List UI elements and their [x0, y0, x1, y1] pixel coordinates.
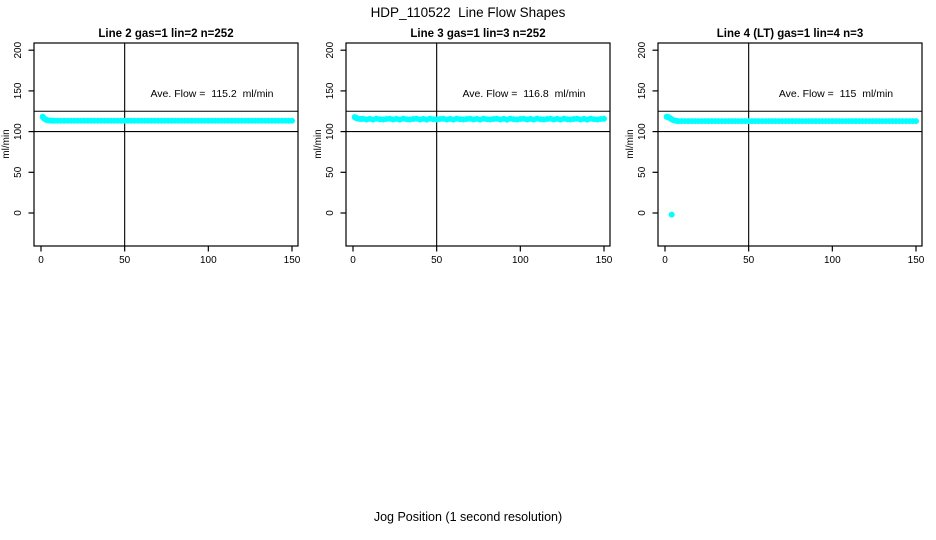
y-tick-label: 50	[325, 166, 336, 178]
data-point	[912, 118, 919, 125]
plot-area: 0 50 100 150 0 50 100 150 200	[325, 41, 613, 266]
x-tick-label: 100	[200, 255, 217, 266]
ave-flow-annotation: Ave. Flow = 115.2 ml/min	[150, 88, 273, 100]
y-axis-label: ml/min	[625, 129, 636, 158]
y-tick-label: 150	[637, 82, 648, 99]
subplot-line3: Line 3 gas=1 lin=3 n=252 ml/min Ave. Flo…	[312, 22, 624, 274]
x-tick-label: 150	[596, 255, 613, 266]
ave-flow-annotation: Ave. Flow = 115 ml/min	[779, 88, 893, 100]
y-tick-label: 0	[13, 210, 24, 216]
line3-flow-chart: Line 3 gas=1 lin=3 n=252 ml/min Ave. Flo…	[313, 28, 613, 266]
plot-area: 0 50 100 150 0 50 100 150 200	[637, 41, 925, 266]
x-tick-label: 50	[431, 255, 443, 266]
line2-flow-chart: Line 2 gas=1 lin=2 n=252 ml/min Ave. Flo…	[1, 28, 301, 266]
y-tick-label: 200	[325, 41, 336, 58]
y-tick-label: 0	[325, 210, 336, 216]
y-tick-label: 100	[637, 123, 648, 140]
y-tick-label: 100	[325, 123, 336, 140]
y-tick-label: 100	[13, 123, 24, 140]
x-tick-label: 100	[824, 255, 841, 266]
plot-box	[345, 42, 611, 247]
subplot-title: Line 3 gas=1 lin=3 n=252	[410, 28, 545, 40]
y-tick-label: 50	[13, 166, 24, 178]
y-axis-label: ml/min	[1, 129, 12, 158]
x-tick-label: 50	[743, 255, 755, 266]
x-tick-label: 0	[662, 255, 668, 266]
plot-box	[657, 42, 923, 247]
x-tick-label: 100	[512, 255, 529, 266]
subplot-line4: Line 4 (LT) gas=1 lin=4 n=3 ml/min Ave. …	[624, 22, 936, 274]
data-point	[288, 117, 295, 124]
x-tick-label: 0	[350, 255, 356, 266]
y-tick-label: 200	[637, 41, 648, 58]
y-axis-label: ml/min	[313, 129, 324, 158]
line4-flow-chart: Line 4 (LT) gas=1 lin=4 n=3 ml/min Ave. …	[625, 28, 925, 266]
y-tick-label: 200	[13, 41, 24, 58]
x-tick-label: 50	[119, 255, 131, 266]
y-tick-label: 150	[325, 82, 336, 99]
subplot-title: Line 4 (LT) gas=1 lin=4 n=3	[717, 28, 863, 40]
subplot-line2: Line 2 gas=1 lin=2 n=252 ml/min Ave. Flo…	[0, 22, 312, 274]
plot-area: 0 50 100 150 0 50 100 150 200	[13, 41, 301, 266]
x-tick-label: 150	[284, 255, 301, 266]
plot-box	[33, 42, 299, 247]
data-point	[600, 115, 607, 122]
x-axis-title: Jog Position (1 second resolution)	[373, 510, 563, 524]
x-tick-label: 0	[38, 255, 44, 266]
y-tick-label: 0	[637, 210, 648, 216]
ave-flow-annotation: Ave. Flow = 116.8 ml/min	[462, 88, 585, 100]
data-point	[668, 211, 675, 218]
y-tick-label: 50	[637, 166, 648, 178]
subplots-row: Line 2 gas=1 lin=2 n=252 ml/min Ave. Flo…	[0, 22, 936, 274]
x-tick-label: 150	[908, 255, 925, 266]
plot-title: HDP_110522 Line Flow Shapes	[370, 5, 566, 20]
y-tick-label: 150	[13, 82, 24, 99]
subplot-title: Line 2 gas=1 lin=2 n=252	[98, 28, 233, 40]
